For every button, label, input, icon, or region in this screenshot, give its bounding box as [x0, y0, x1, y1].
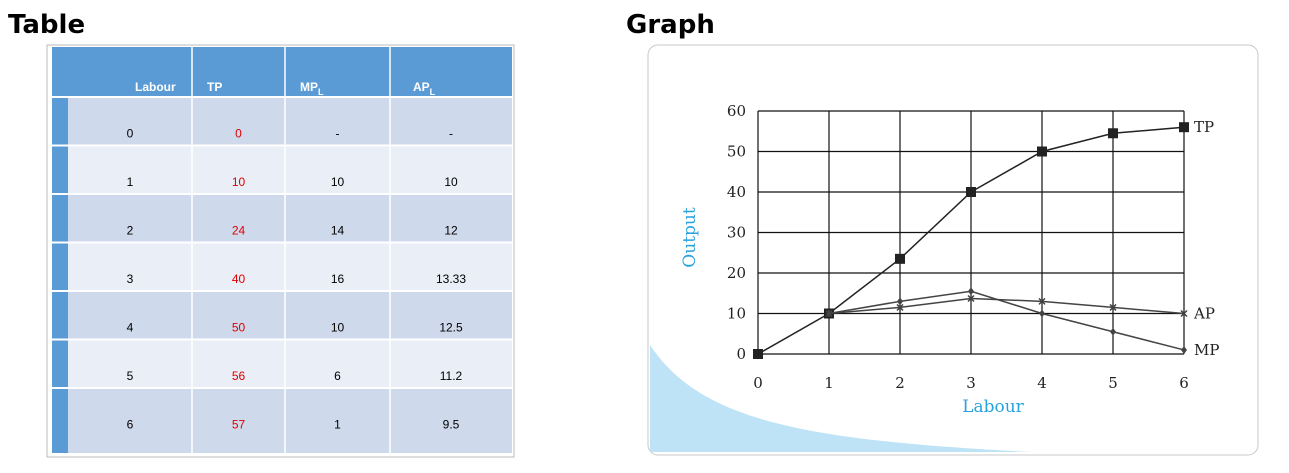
table-cell: -	[449, 127, 453, 141]
table-cell: 6	[127, 418, 134, 432]
header-text: Labour	[135, 80, 176, 94]
header-text: TP	[207, 80, 222, 94]
header-text: MP	[300, 80, 318, 94]
graph-panel	[647, 44, 1259, 456]
y-tick-label: 50	[727, 143, 746, 161]
panel-decoration	[650, 345, 1030, 452]
series-line	[828, 290, 1185, 351]
table-row-bg	[68, 388, 512, 437]
table-cell: 57	[232, 418, 246, 432]
point-marker	[1108, 128, 1118, 139]
table-header-cell: TP	[207, 80, 222, 94]
table-cell: 2	[127, 224, 134, 238]
series-label: AP	[1193, 305, 1215, 323]
chart: 0 10 20 30 40 50 60 0 1 2 3 4 5 6 Labour Output TP AP MP	[680, 102, 1219, 417]
point-marker	[1179, 122, 1189, 133]
table-side-bar	[52, 47, 68, 453]
point-marker	[968, 287, 974, 296]
point-marker	[1110, 327, 1116, 336]
point-marker	[897, 297, 903, 306]
point-marker	[966, 187, 976, 197]
table-cell: 50	[232, 321, 246, 335]
x-tick-label: 1	[824, 374, 834, 392]
selection-frame	[46, 44, 515, 458]
point-marker	[1038, 297, 1046, 305]
table-cell: 12.5	[439, 321, 463, 335]
table-row-bg	[68, 97, 512, 146]
table-cell: 11.2	[440, 369, 463, 383]
table-row-bg	[68, 145, 512, 194]
table-cell: 12	[444, 224, 458, 238]
header-subscript: L	[430, 87, 436, 97]
x-tick-label: 6	[1179, 374, 1189, 392]
x-tick-label: 0	[753, 374, 763, 392]
x-axis-title: Labour	[962, 397, 1024, 417]
table-row-bg	[68, 242, 512, 291]
table-cell: 1	[127, 175, 134, 189]
table-row-bg	[68, 291, 512, 340]
table-row-bg	[68, 436, 512, 453]
table-cell: 16	[331, 272, 345, 286]
point-marker	[753, 349, 763, 359]
table-cell: 24	[232, 224, 246, 238]
table-header-cell: MPL	[300, 80, 324, 97]
table-cell: 5	[127, 369, 134, 383]
table-cell: 3	[127, 272, 134, 286]
header-subscript: L	[318, 87, 324, 97]
point-marker	[1039, 309, 1045, 318]
point-marker	[826, 309, 832, 318]
y-tick-label: 20	[727, 264, 746, 282]
point-marker	[1180, 309, 1188, 318]
table-heading: Table	[8, 10, 85, 40]
point-marker	[967, 294, 975, 303]
x-tick-label: 5	[1108, 374, 1118, 392]
series-line	[828, 297, 1185, 315]
point-marker	[895, 253, 905, 264]
point-marker	[1037, 146, 1047, 157]
x-tick-label: 2	[895, 374, 905, 392]
point-marker	[1181, 345, 1187, 354]
y-tick-label: 0	[736, 345, 746, 363]
y-axis-title: Output	[680, 207, 700, 268]
graph-heading: Graph	[626, 10, 715, 40]
y-tick-label: 60	[727, 102, 746, 120]
table-row-bg	[68, 339, 512, 388]
table-cell: 0	[235, 127, 242, 141]
table-cell: 6	[334, 369, 341, 383]
table-cell: 40	[232, 272, 246, 286]
header-text: AP	[413, 80, 430, 94]
point-marker	[1109, 303, 1117, 311]
y-tick-label: 40	[727, 183, 746, 201]
table-cell: 1	[334, 418, 341, 432]
x-tick-label: 3	[966, 374, 976, 392]
table-cell: 9.5	[443, 418, 460, 432]
table-row-bg	[68, 194, 512, 243]
table-cell: 10	[232, 175, 246, 189]
table-header-cell: APL	[413, 80, 436, 97]
table-cell: 13.33	[436, 272, 466, 286]
series-label: MP	[1194, 341, 1219, 359]
x-tick-label: 4	[1037, 374, 1047, 392]
table-cell: 0	[127, 127, 134, 141]
table-cell: 14	[331, 224, 345, 238]
table-cell: 10	[331, 175, 345, 189]
series-label: TP	[1194, 118, 1214, 136]
table-cell: 56	[232, 369, 246, 383]
table-cell: 10	[444, 175, 458, 189]
table-cell: 4	[127, 321, 134, 335]
y-tick-label: 10	[727, 305, 746, 323]
table-cell: 10	[331, 321, 345, 335]
point-marker	[896, 303, 904, 311]
y-tick-label: 30	[727, 224, 746, 242]
table-header-bg	[52, 47, 512, 97]
table-cell: -	[336, 127, 340, 141]
table-header-cell: Labour	[135, 80, 176, 94]
